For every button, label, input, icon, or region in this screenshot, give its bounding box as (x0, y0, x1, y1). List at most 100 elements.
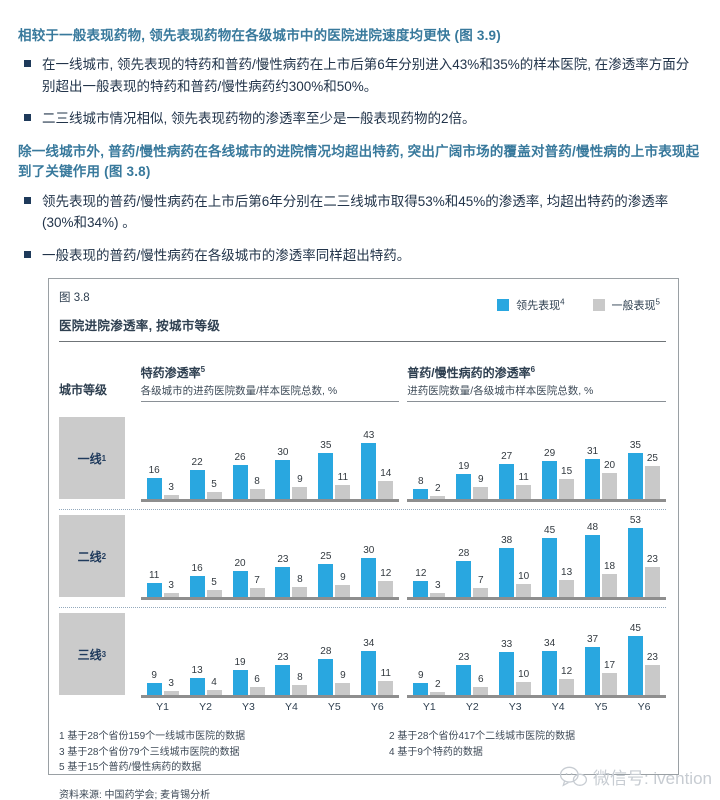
bar-leading (542, 651, 558, 696)
bar-column: 26 (232, 452, 248, 500)
bar-leading (275, 665, 291, 696)
bar-group: 53 23 (627, 516, 660, 598)
column-title: 特药渗透率5 (140, 365, 206, 381)
bar-column: 37 (585, 634, 601, 696)
bar-value-label: 16 (148, 465, 160, 477)
bar-column: 16 (146, 465, 162, 500)
bar-column: 28 (456, 549, 472, 598)
bar-column: 11 (516, 473, 532, 500)
row-separator (59, 607, 666, 609)
bar-average (644, 567, 660, 598)
bar-leading (361, 558, 377, 598)
bar-column: 35 (627, 440, 643, 500)
bar-value-label: 27 (501, 451, 513, 463)
bar-value-label: 9 (340, 670, 346, 682)
footnote: 5 基于15个普药/慢性病药的数据 (59, 762, 202, 774)
bar-column: 20 (602, 461, 618, 500)
bar-value-label: 11 (337, 472, 349, 484)
bar-column: 27 (499, 451, 515, 500)
legend-swatch-leading-icon (497, 299, 510, 312)
bar-average (516, 485, 532, 500)
bar-value-label: 19 (458, 461, 470, 473)
bar-value-label: 26 (234, 452, 246, 464)
bar-column: 29 (542, 448, 558, 500)
bar-average (430, 496, 446, 500)
bar-column: 9 (335, 573, 351, 598)
bar-value-label: 37 (586, 634, 599, 646)
bar-column: 11 (378, 669, 394, 696)
bar-leading (499, 652, 515, 696)
bar-column: 3 (163, 679, 179, 696)
bar-value-label: 25 (646, 453, 658, 465)
bar-group: 19 9 (456, 461, 489, 500)
bar-leading (456, 561, 472, 598)
bar-group: 25 9 (318, 552, 351, 598)
x-tick-label: Y1 (156, 701, 169, 714)
bar-value-label: 31 (586, 446, 599, 458)
bar-group: 26 8 (232, 452, 265, 500)
bar-column: 19 (456, 461, 472, 500)
footnote: 3 基于28个省份79个三线城市医院的数据 (59, 746, 240, 758)
bar-leading (275, 567, 291, 598)
bar-average (516, 584, 532, 598)
bars-area: 16 3 22 5 26 8 30 9 35 11 43 14 (140, 416, 400, 503)
chart-tier2-generic: 12 3 28 7 38 10 45 13 48 18 53 23 (407, 514, 666, 601)
legend-label: 领先表现4 (516, 297, 565, 313)
bar-value-label: 15 (561, 466, 573, 478)
bar-column: 22 (189, 458, 205, 500)
wechat-icon (558, 765, 588, 789)
bar-column: 8 (292, 673, 308, 696)
x-tick-label: Y4 (284, 701, 298, 714)
bar-column: 3 (163, 581, 179, 598)
bar-value-label: 13 (561, 567, 573, 579)
bar-column: 19 (232, 658, 248, 696)
tier-label-1: 一线 1 (59, 417, 125, 500)
bar-leading (627, 528, 643, 598)
bar-value-label: 30 (363, 545, 375, 557)
chart-rows: 一线 1 16 3 22 5 26 8 30 9 35 11 43 14 8 2 19 9 27 11 29 15 31… (59, 412, 666, 713)
figure-title: 医院进院渗透率, 按城市等级 (59, 319, 221, 334)
column-title: 普药/慢性病药的渗透率6 (407, 365, 536, 381)
bar-column: 23 (456, 653, 472, 696)
tier-row-2: 二线 2 11 3 16 5 20 7 23 8 25 9 30 12 12 3 28 7 38 10 45 13 48… (59, 510, 666, 601)
bar-value-label: 45 (629, 623, 641, 635)
bar-column: 13 (559, 567, 575, 598)
bar-leading (189, 678, 205, 696)
bar-value-label: 4 (211, 677, 217, 689)
bar-leading (318, 659, 334, 696)
bullet-marker (24, 60, 31, 68)
bullet-item: 二三线城市情况相似, 领先表现药物的渗透率至少是一般表现药物的2倍。 (24, 108, 702, 130)
bar-column: 31 (585, 446, 601, 500)
bars-area: 9 3 13 4 19 6 23 8 28 9 34 11 (140, 612, 400, 699)
bullet-item: 领先表现的普药/慢性病药在上市后第6年分别在二三线城市取得53%和45%的渗透率… (24, 191, 702, 234)
bar-leading (413, 489, 429, 500)
row-axis-header: 城市等级 (59, 383, 108, 398)
bar-average (163, 495, 179, 500)
bullet-item: 在一线城市, 领先表现的特药和普药/慢性病药在上市后第6年分别进入43%和35%… (24, 54, 702, 97)
legend-swatch-average-icon (592, 299, 605, 312)
bar-average (473, 687, 489, 696)
bar-value-label: 12 (380, 568, 392, 580)
footnote: 4 基于9个特药的数据 (389, 746, 483, 758)
bar-average (335, 585, 351, 598)
footnotes-right: 2 基于28个省份417个二线城市医院的数据 4 基于9个特药的数据 (389, 729, 666, 776)
bar-average (378, 581, 394, 598)
bar-group: 20 7 (232, 559, 265, 598)
chart-tier1-generic: 8 2 19 9 27 11 29 15 31 20 35 25 (407, 416, 666, 503)
bar-group: 37 17 (585, 634, 618, 696)
bar-group: 29 15 (542, 448, 575, 500)
tier-row-1: 一线 1 16 3 22 5 26 8 30 9 35 11 43 14 8 2 19 9 27 11 29 15 31… (59, 412, 666, 503)
bars-area: 12 3 28 7 38 10 45 13 48 18 53 23 (407, 514, 666, 601)
bar-group: 43 14 (361, 431, 394, 500)
bar-value-label: 29 (544, 448, 556, 460)
bar-value-label: 6 (254, 674, 260, 686)
bar-value-label: 35 (629, 440, 641, 452)
bar-value-label: 2 (435, 483, 441, 495)
bar-value-label: 38 (501, 535, 513, 547)
bar-group: 28 9 (318, 647, 351, 696)
bar-leading (585, 459, 601, 500)
bar-leading (189, 576, 205, 598)
bullet-list-1: 在一线城市, 领先表现的特药和普药/慢性病药在上市后第6年分别进入43%和35%… (24, 54, 702, 130)
bar-column: 5 (206, 578, 222, 598)
